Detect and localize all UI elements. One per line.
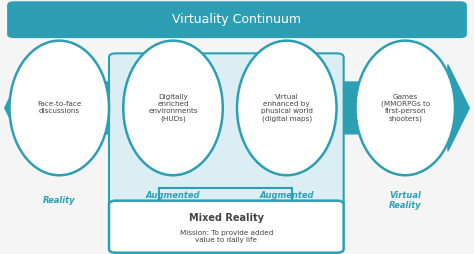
FancyBboxPatch shape xyxy=(7,1,467,38)
FancyBboxPatch shape xyxy=(160,190,290,203)
Text: Mission: To provide added
value to daily life: Mission: To provide added value to daily… xyxy=(180,230,273,243)
Ellipse shape xyxy=(9,41,109,175)
Ellipse shape xyxy=(356,41,455,175)
FancyBboxPatch shape xyxy=(159,188,292,207)
Text: Augmented
Virtuality: Augmented Virtuality xyxy=(260,191,314,210)
Text: Virtual
enhanced by
phusical world
(digital maps): Virtual enhanced by phusical world (digi… xyxy=(261,94,313,122)
Text: Reality: Reality xyxy=(43,196,75,205)
Text: Mixed Reality: Mixed Reality xyxy=(189,213,264,223)
Text: Face-to-face
discussions: Face-to-face discussions xyxy=(37,101,82,115)
Text: Virtual
Reality: Virtual Reality xyxy=(389,191,421,210)
FancyBboxPatch shape xyxy=(109,53,344,208)
Text: Virtuality Continuum: Virtuality Continuum xyxy=(173,13,301,26)
Ellipse shape xyxy=(123,41,223,175)
Text: Digitally
enriched
environments
(HUDs): Digitally enriched environments (HUDs) xyxy=(148,94,198,122)
Text: Games
(MMORPGs to
first-person
shooters): Games (MMORPGs to first-person shooters) xyxy=(381,94,430,122)
Text: Augmented
Reality: Augmented Reality xyxy=(146,191,200,210)
FancyBboxPatch shape xyxy=(109,201,344,253)
Ellipse shape xyxy=(237,41,337,175)
Polygon shape xyxy=(5,65,469,151)
